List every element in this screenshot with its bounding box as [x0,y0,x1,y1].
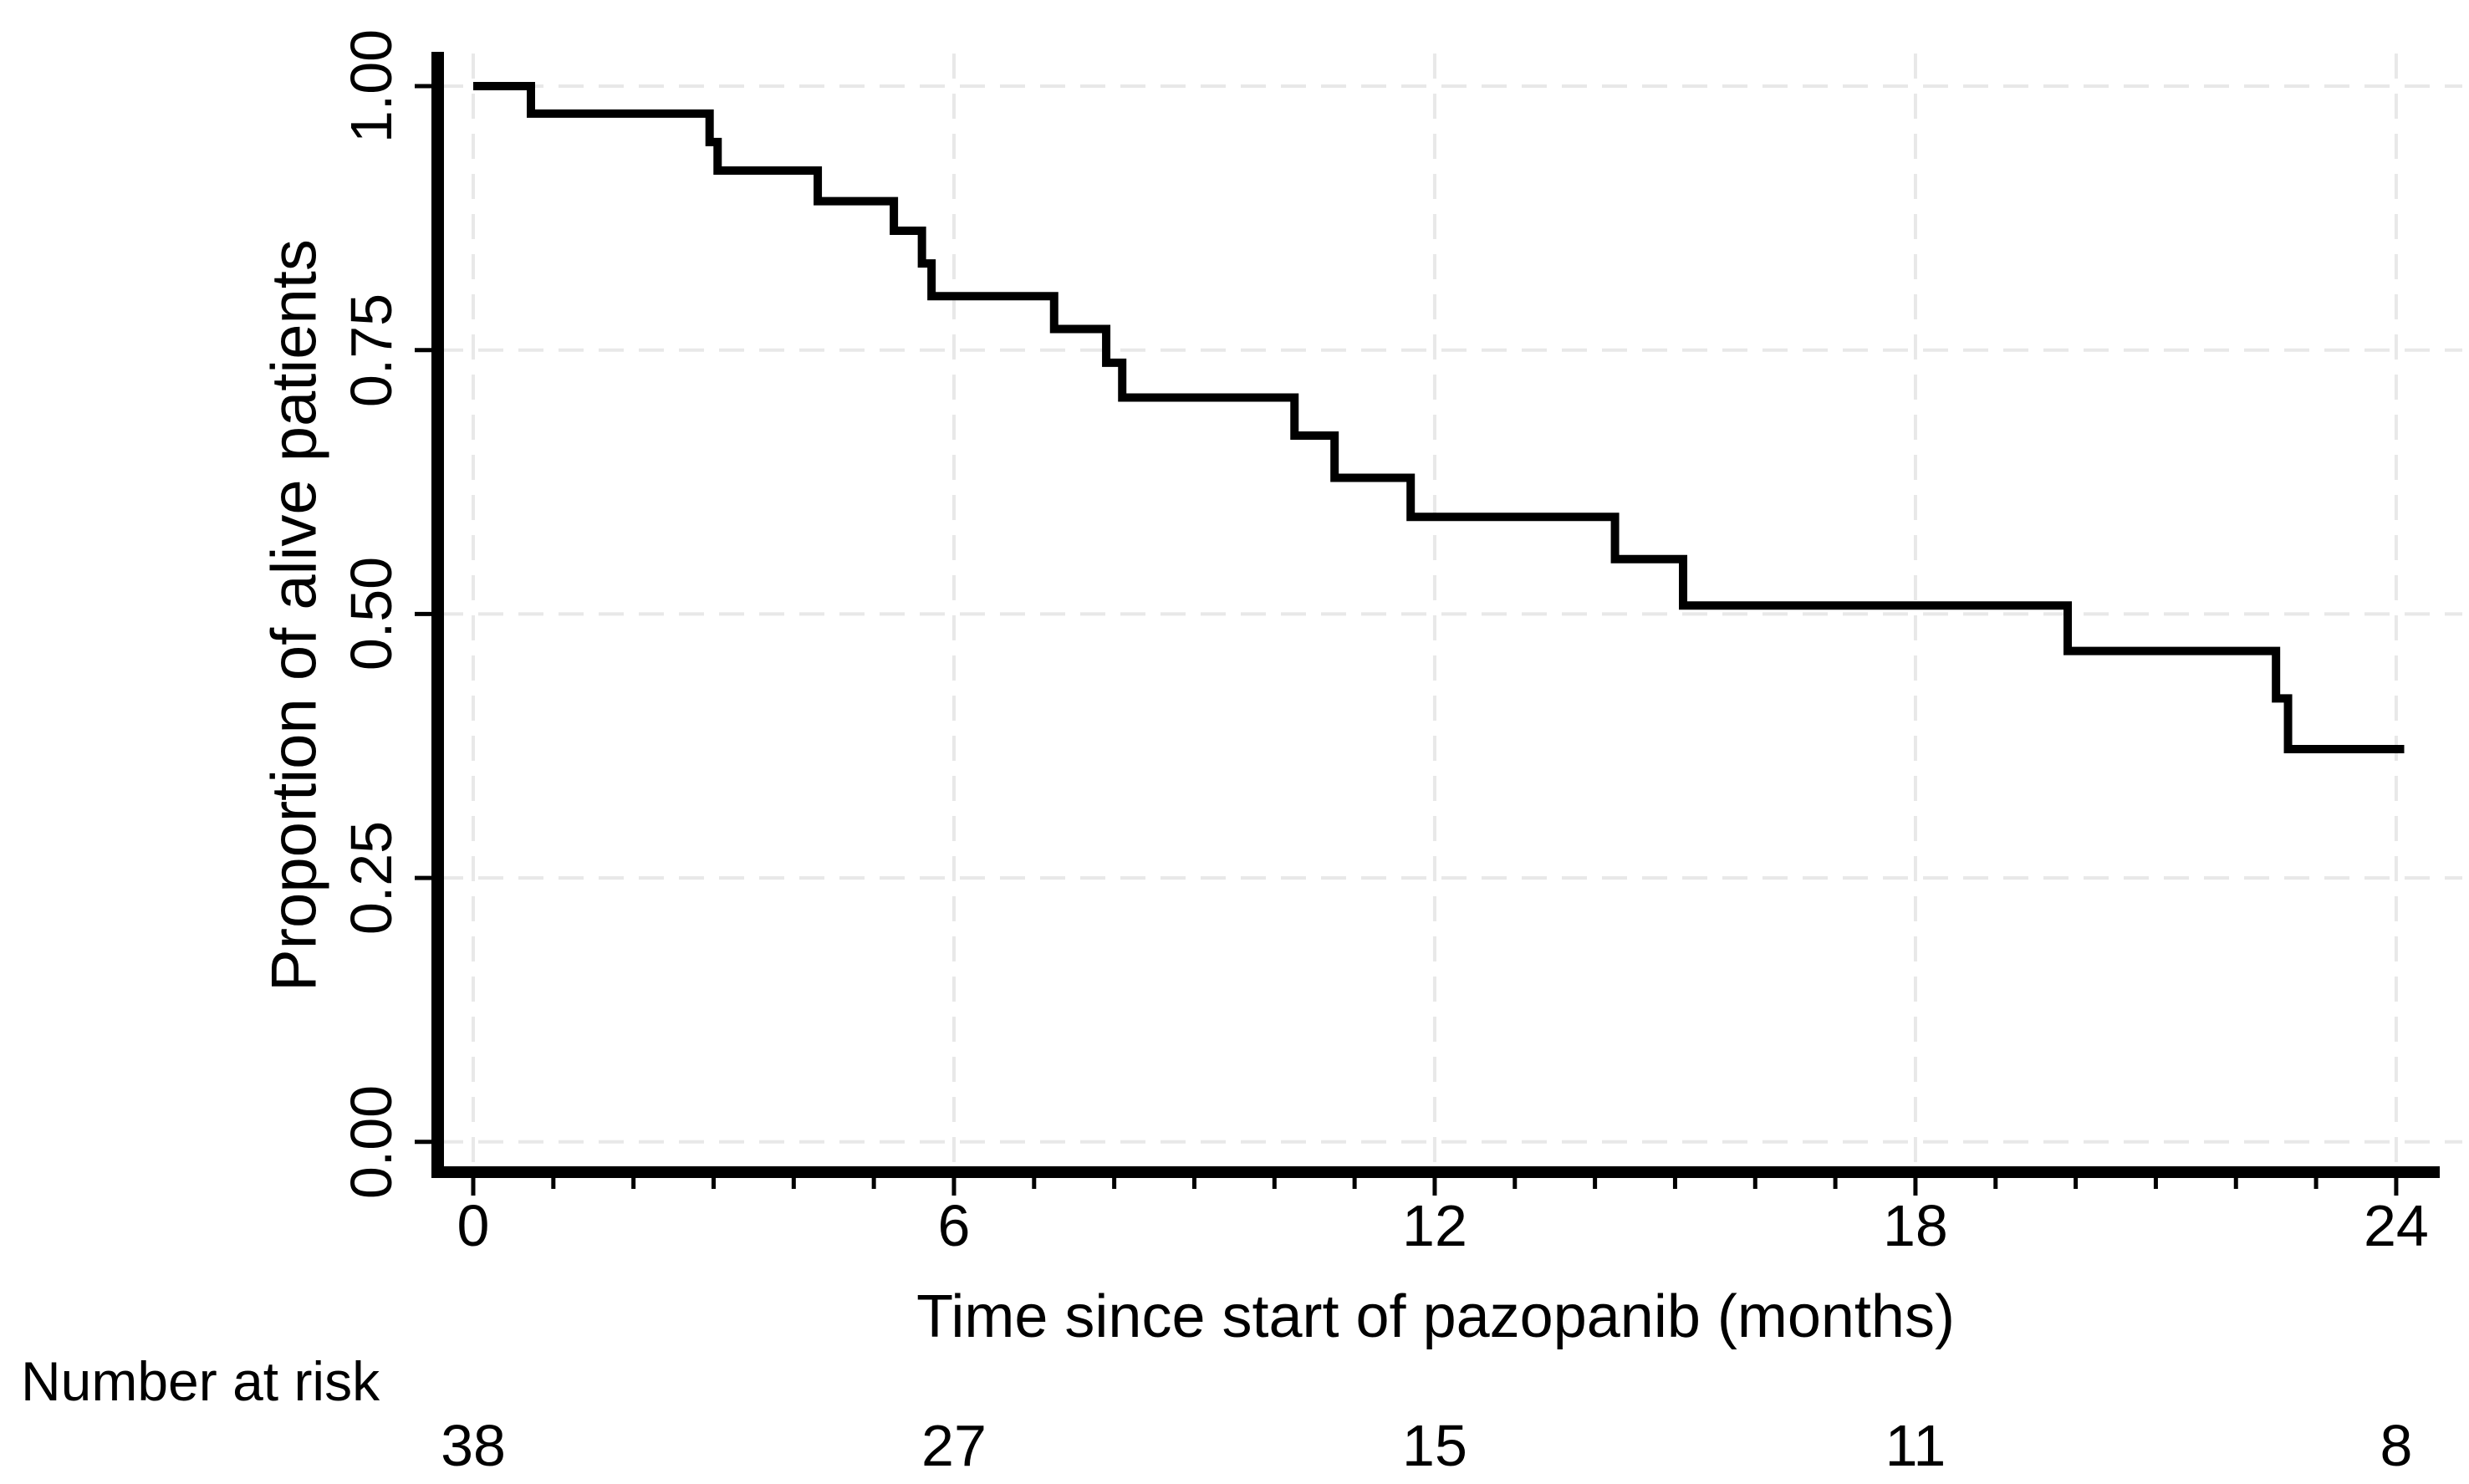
x-tick-label: 6 [937,1193,971,1258]
y-tick-label: 0.00 [339,1084,404,1199]
x-axis-title: Time since start of pazopanib (months) [916,1283,1955,1350]
survival-curve [473,82,2405,754]
number-at-risk-label: Number at risk [21,1350,380,1412]
risk-value: 8 [2380,1413,2413,1478]
x-tick-label: 24 [2363,1193,2429,1258]
y-tick-label: 1.00 [339,28,404,144]
risk-value: 38 [441,1413,506,1478]
x-tick-label: 18 [1883,1193,1948,1258]
y-axis-spine [431,52,444,1178]
risk-value: 11 [1885,1413,1946,1478]
y-tick-label: 0.25 [339,820,404,936]
y-tick-label: 0.50 [339,557,404,671]
y-axis-title: Proportion of alive patients [258,239,330,992]
x-tick-label: 12 [1402,1193,1467,1258]
y-tick-label: 0.75 [339,293,404,407]
x-axis-spine [431,1166,2440,1178]
risk-value: 15 [1402,1413,1467,1478]
x-tick-label: 0 [457,1193,490,1258]
risk-value: 27 [921,1413,987,1478]
